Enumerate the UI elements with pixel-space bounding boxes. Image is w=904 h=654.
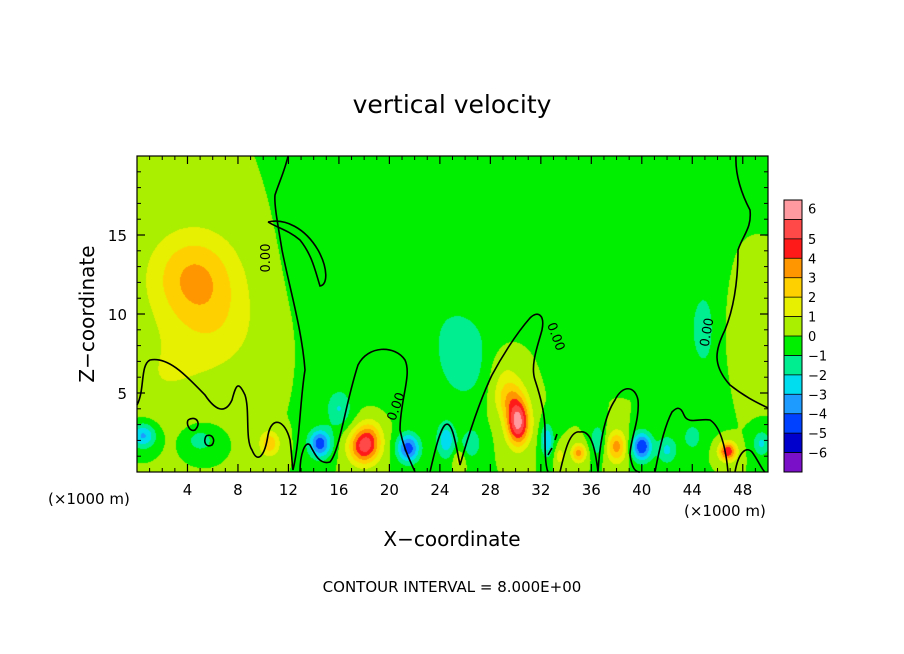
y-axis-label: Z−coordinate [75,245,99,382]
y-tick-label: 15 [108,227,127,245]
colorbar-label: −2 [808,369,827,384]
colorbar-label: 6 [808,202,816,217]
x-tick-label: 40 [632,481,651,499]
zero-contour-right-cells [559,387,766,473]
zero-contour-left [136,155,306,471]
colorbar-swatch [784,452,802,473]
colorbar-label: 4 [808,252,816,267]
y-tick-label: 10 [108,306,127,324]
x-tick-label: 8 [233,481,243,499]
x-tick-label: 16 [329,481,348,499]
colorbar-swatch [784,394,802,415]
zero-contour-hook [267,220,327,287]
colorbar-label: −3 [808,388,827,403]
x-tick-label: 12 [279,481,298,499]
colorbar-swatch [784,238,802,259]
colorbar-swatch [784,258,802,279]
x-tick-label: 24 [430,481,449,499]
x-tick-label: 28 [481,481,500,499]
velocity-field [137,156,768,472]
x-unit-right: (×1000 m) [684,502,766,520]
colorbar-label: −5 [808,427,827,442]
contour-label: 0.00 [698,317,718,348]
colorbar-label: 2 [808,291,816,306]
colorbar-label: 3 [808,272,816,287]
zero-contour-mid-left [299,348,416,473]
x-unit-left: (×1000 m) [48,490,130,508]
colorbar-swatch [784,277,802,298]
colorbar-swatch [784,316,802,337]
zero-contour-eddies [186,417,558,456]
plot-area: 0.00 0.00 0.00 0.00 4 8 12 16 20 24 28 32 36 40 44… [108,155,769,499]
contour-interval: CONTOUR INTERVAL = 8.000E+00 [323,578,582,596]
zero-contour-right [716,155,769,409]
chart-title: vertical velocity [353,90,552,119]
contour-label: 0.00 [259,244,274,273]
colorbar-swatch [784,297,802,318]
colorbar-label: −6 [808,447,827,462]
colorbar-label: 0 [808,330,816,345]
colorbar-swatch [784,200,802,220]
x-tick-label: 48 [733,481,752,499]
y-tick-label: 5 [117,385,127,403]
x-tick-label: 36 [582,481,601,499]
colorbar-swatch [784,336,802,356]
colorbar-swatch [784,413,802,434]
colorbar-swatch [784,433,802,454]
colorbar-label: 5 [808,233,816,248]
x-tick-label: 20 [380,481,399,499]
x-tick-label: 4 [183,481,193,499]
colorbar-swatch [784,374,802,395]
x-axis: 4 8 12 16 20 24 28 32 36 40 44 48 [149,156,756,499]
y-axis: 5 10 15 [108,171,768,457]
zero-contours [136,155,769,473]
colorbar-swatch [784,219,802,240]
colorbar-label: −1 [808,349,827,364]
x-tick-label: 32 [531,481,550,499]
x-axis-label: X−coordinate [383,527,520,551]
colorbar: 6 5 4 3 2 1 0 −1 −2 −3 −4 −5 −6 [783,199,827,473]
x-tick-label: 44 [683,481,702,499]
zero-contour-mid [429,313,549,473]
colorbar-label: −4 [808,408,827,423]
colorbar-swatch [784,355,802,376]
colorbar-label: 1 [808,311,816,326]
